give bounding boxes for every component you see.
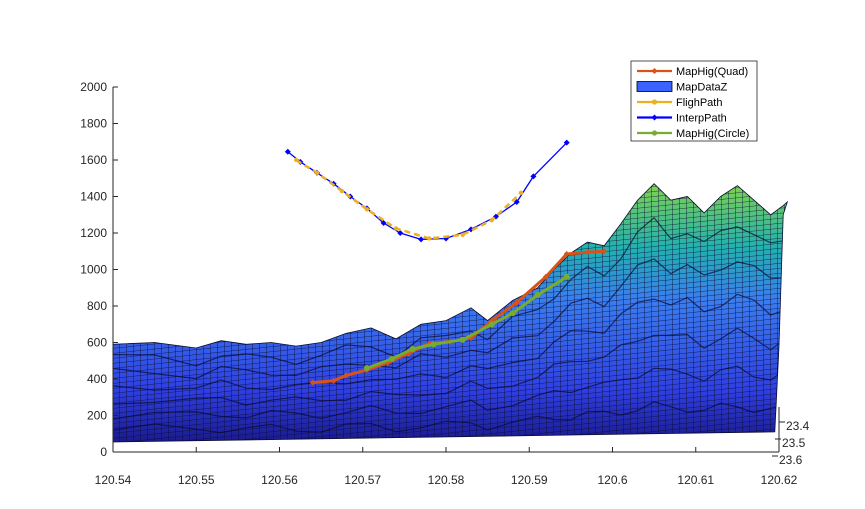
- data-point: [393, 226, 399, 231]
- terrain-ridge-line: [113, 401, 788, 434]
- data-point: [314, 170, 320, 175]
- data-point: [427, 236, 432, 241]
- data-point: [418, 236, 425, 243]
- legend-label: InterpPath: [676, 113, 727, 125]
- z-tick-label: 1000: [80, 263, 107, 277]
- data-point: [388, 355, 395, 362]
- legend-marker: [651, 99, 658, 105]
- data-point: [530, 173, 537, 180]
- data-point: [459, 336, 466, 343]
- y-tick-label: 23.4: [786, 419, 810, 433]
- data-point: [509, 310, 516, 317]
- x-tick-label: 120.59: [511, 473, 548, 487]
- legend-entry: MapDataZ: [636, 81, 728, 94]
- legend: MapHig(Quad) MapDataZ FlighPath InterpPath M…: [630, 60, 758, 142]
- z-tick-label: 400: [87, 372, 107, 386]
- data-point: [563, 250, 570, 257]
- x-tick-label: 120.55: [178, 473, 215, 487]
- legend-entry: MapHig(Circle): [637, 128, 749, 140]
- data-point: [330, 377, 337, 384]
- legend-swatch: [636, 81, 673, 92]
- legend-marker: [651, 114, 658, 121]
- legend-label: MapHig(Circle): [676, 128, 749, 140]
- data-point: [409, 345, 416, 352]
- legend-label: MapDataZ: [676, 82, 728, 94]
- data-point: [518, 190, 524, 196]
- data-point: [513, 299, 520, 306]
- data-point: [563, 139, 570, 146]
- terrain-ridge-line: [113, 365, 788, 420]
- z-tick-label: 1600: [80, 153, 107, 167]
- data-point: [343, 372, 350, 379]
- legend-label: MapHig(Quad): [676, 66, 748, 78]
- x-tick-label: 120.57: [344, 473, 381, 487]
- y-tick-label: 23.6: [779, 453, 803, 467]
- z-tick-label: 2000: [80, 80, 107, 94]
- data-point: [363, 365, 370, 372]
- data-point: [601, 248, 608, 255]
- legend-label: FlighPath: [676, 97, 722, 109]
- series-1: [293, 157, 524, 241]
- data-point: [284, 148, 291, 155]
- data-point: [513, 198, 520, 205]
- y-tick-label: 23.5: [782, 436, 806, 450]
- data-point: [380, 219, 387, 226]
- z-tick-label: 1400: [80, 190, 107, 204]
- data-point: [542, 273, 549, 280]
- z-tick-label: 1200: [80, 226, 107, 240]
- legend-entry: MapHig(Quad): [637, 66, 748, 78]
- terrain-ridge-line: [113, 293, 788, 391]
- data-point: [397, 230, 404, 236]
- terrain-ridge-line: [113, 216, 788, 367]
- data-point: [489, 218, 494, 223]
- legend-entry: InterpPath: [637, 113, 727, 125]
- data-point: [584, 249, 591, 256]
- series-0: [284, 139, 570, 243]
- series-layer: [284, 139, 608, 386]
- data-point: [460, 232, 465, 238]
- z-tick-label: 600: [87, 336, 107, 350]
- data-point: [563, 273, 570, 280]
- data-point: [364, 207, 370, 212]
- terrain-ridge-line: [113, 258, 788, 380]
- data-point: [309, 379, 316, 386]
- data-point: [488, 321, 495, 328]
- data-point: [430, 341, 437, 348]
- data-point: [339, 188, 345, 194]
- data-point: [293, 157, 299, 163]
- data-point: [534, 292, 541, 299]
- terrain-ridge-line: [113, 327, 788, 406]
- x-tick-label: 120.61: [677, 473, 714, 487]
- x-tick-label: 120.56: [261, 473, 298, 487]
- z-tick-label: 200: [87, 409, 107, 423]
- x-tick-label: 120.54: [95, 473, 132, 487]
- legend-marker: [651, 68, 658, 74]
- x-tick-label: 120.62: [761, 473, 798, 487]
- series-3: [363, 273, 570, 372]
- z-tick-label: 0: [100, 445, 107, 459]
- legend-entry: FlighPath: [637, 97, 722, 109]
- legend-marker: [651, 130, 658, 136]
- axes: 0 200 400 600 800 1000 1200 1400 1600 1800 2000 12…: [80, 80, 809, 487]
- z-tick-label: 1800: [80, 117, 107, 131]
- x-tick-label: 120.6: [597, 473, 627, 487]
- x-tick-label: 120.58: [428, 473, 465, 487]
- terrain-surface: [112, 183, 789, 443]
- series-line: [287, 142, 568, 241]
- z-tick-label: 800: [87, 299, 107, 313]
- series-line: [295, 158, 522, 240]
